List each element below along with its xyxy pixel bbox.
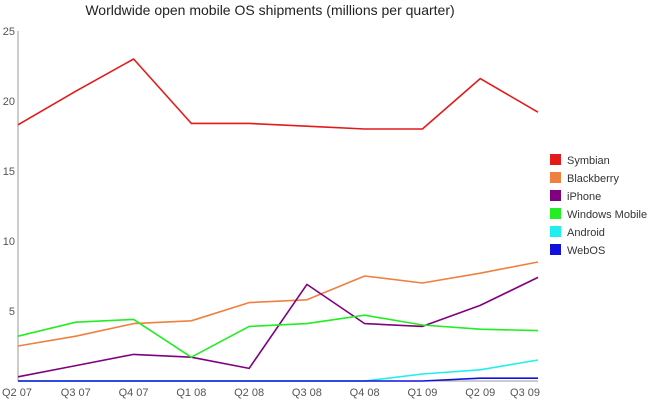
legend-label-blackberry: Blackberry	[567, 173, 619, 185]
legend-swatch-webos	[550, 244, 561, 255]
y-axis-ticks: 5 10 15 20 25	[3, 26, 15, 318]
series-lines	[17, 58, 539, 382]
legend-swatch-iphone	[550, 190, 561, 201]
chart-legend: Symbian Blackberry iPhone Windows Mobile And…	[550, 154, 647, 257]
legend-swatch-windows-mobile	[550, 208, 561, 219]
series-line-blackberry	[17, 261, 539, 347]
series-line-webos	[18, 377, 538, 382]
legend-label-webos: WebOS	[567, 245, 605, 257]
x-tick-label: Q2 08	[234, 387, 264, 399]
series-line-symbian	[17, 58, 539, 130]
chart-title: Worldwide open mobile OS shipments (mill…	[85, 2, 455, 18]
legend-label-symbian: Symbian	[567, 155, 610, 167]
x-tick-label: Q1 09	[407, 387, 437, 399]
legend-label-windows-mobile: Windows Mobile	[567, 209, 647, 221]
y-tick-label: 20	[3, 96, 15, 108]
x-tick-label: Q2 07	[2, 387, 32, 399]
legend-swatch-blackberry	[550, 172, 561, 183]
legend-swatch-symbian	[550, 154, 561, 165]
legend-label-android: Android	[567, 227, 605, 239]
legend-swatch-android	[550, 226, 561, 237]
x-tick-label: Q1 08	[176, 387, 206, 399]
y-tick-label: 15	[3, 166, 15, 178]
x-tick-label: Q3 08	[292, 387, 322, 399]
legend-label-iphone: iPhone	[567, 191, 601, 203]
y-tick-label: 10	[3, 236, 15, 248]
series-line-android	[18, 359, 539, 382]
x-tick-label: Q2 09	[465, 387, 495, 399]
series-line-windows-mobile	[17, 314, 539, 359]
x-tick-label: Q4 07	[119, 387, 149, 399]
x-tick-label: Q3 09	[510, 387, 540, 399]
x-tick-label: Q4 08	[350, 387, 380, 399]
y-tick-label: 5	[9, 306, 15, 318]
x-axis-ticks: Q2 07 Q3 07 Q4 07 Q1 08 Q2 08 Q3 08 Q4 08 Q1 09…	[2, 387, 540, 399]
series-line-iphone	[17, 276, 539, 378]
y-tick-label: 25	[3, 26, 15, 38]
x-tick-label: Q3 07	[61, 387, 91, 399]
